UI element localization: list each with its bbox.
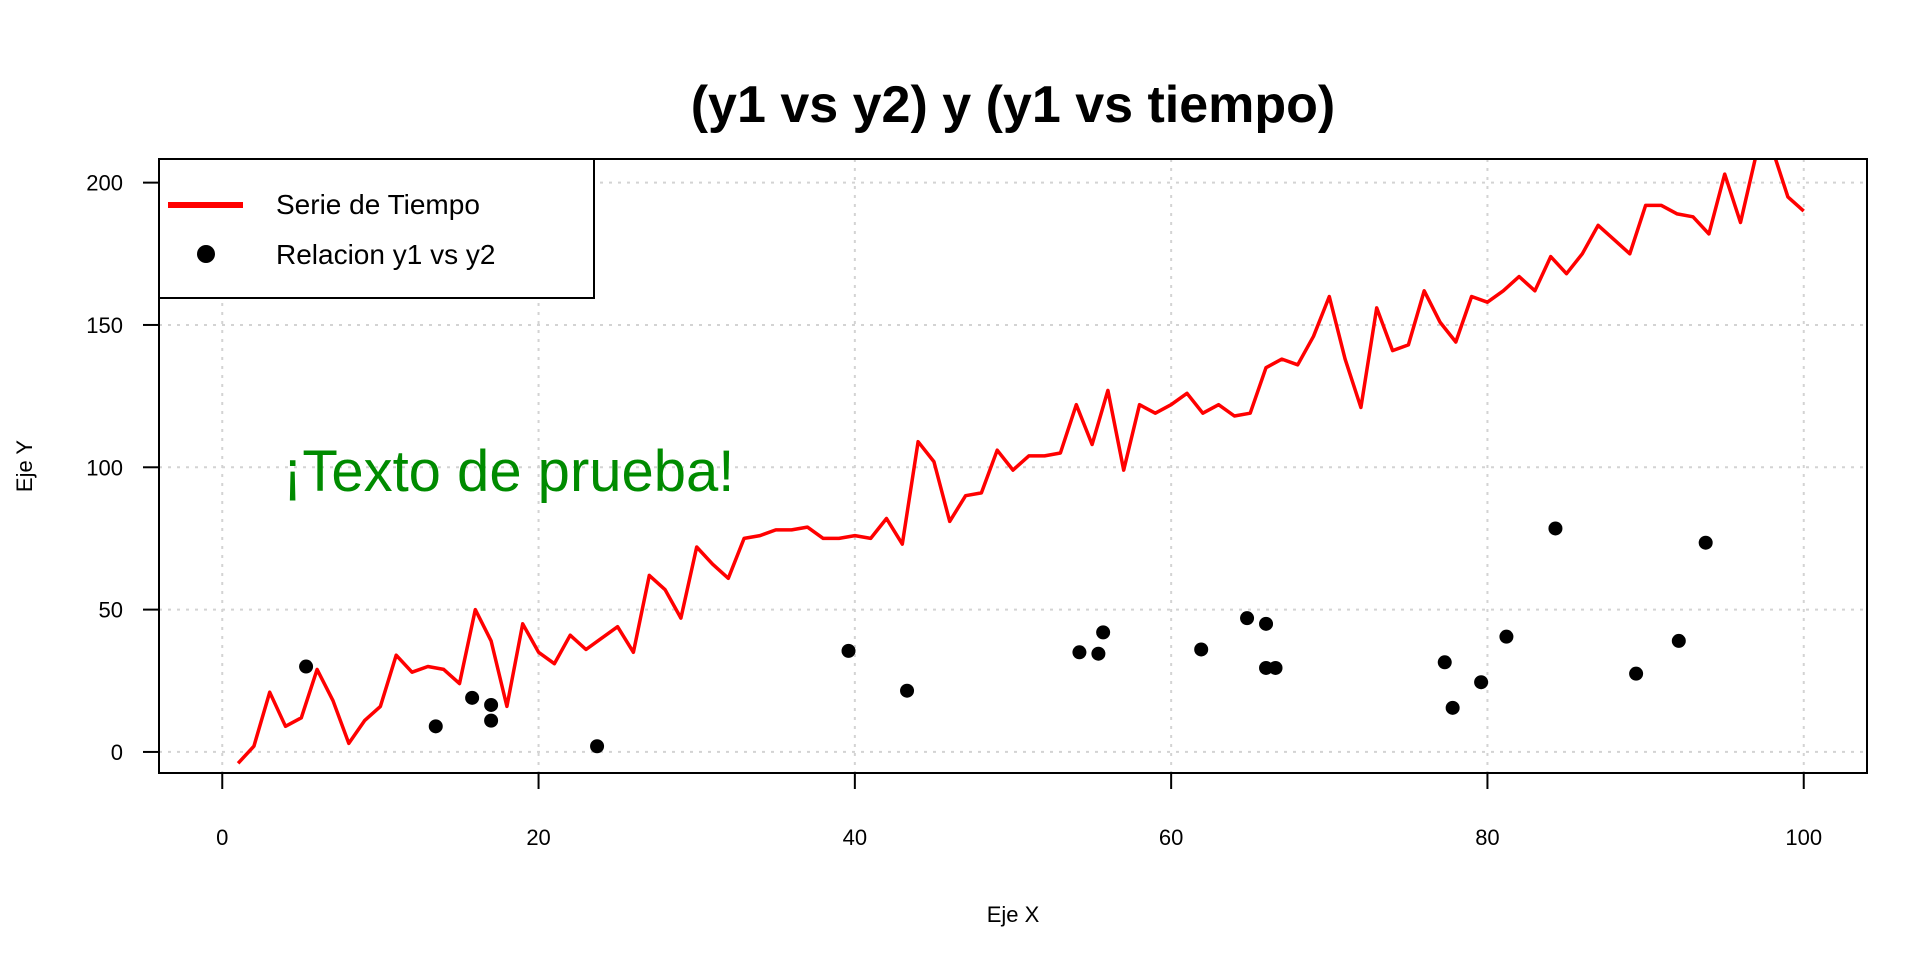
x-tick-label: 60 (1159, 825, 1183, 850)
scatter-point (1671, 633, 1686, 648)
x-tick-label: 100 (1785, 825, 1822, 850)
series-line-serie-de-tiempo (236, 159, 1805, 765)
y-axis: 0 50 100 150 200 (86, 171, 159, 765)
scatter-point (1698, 535, 1713, 550)
scatter-point (428, 719, 443, 734)
legend: Serie de Tiempo Relacion y1 vs y2 (158, 158, 595, 299)
x-axis: 0 20 40 60 80 100 (216, 773, 1822, 850)
y-tick-label: 150 (86, 313, 123, 338)
scatter-point (1629, 666, 1644, 681)
x-tick-label: 20 (526, 825, 550, 850)
scatter-point (1091, 646, 1106, 661)
grid (159, 159, 1867, 773)
y-tick-label: 0 (111, 740, 123, 765)
x-axis-label: Eje X (987, 902, 1040, 927)
scatter-point (1474, 675, 1489, 690)
y-tick-label: 200 (86, 171, 123, 196)
scatter-point (841, 643, 856, 658)
scatter-point (1445, 700, 1460, 715)
x-tick-label: 0 (216, 825, 228, 850)
x-tick-label: 40 (843, 825, 867, 850)
plot-area (236, 159, 1805, 765)
scatter-point (590, 739, 605, 754)
legend-label-serie: Serie de Tiempo (276, 189, 480, 220)
y-tick-label: 100 (86, 455, 123, 480)
scatter-point (1072, 645, 1087, 660)
scatter-point (1548, 521, 1563, 536)
chart-title: (y1 vs y2) y (y1 vs tiempo) (691, 76, 1336, 134)
scatter-point (484, 697, 499, 712)
scatter-point (900, 683, 915, 698)
scatter-point (465, 690, 480, 705)
scatter-point (1437, 655, 1452, 670)
x-tick-label: 80 (1475, 825, 1499, 850)
scatter-point (1240, 611, 1255, 626)
y-axis-label: Eje Y (12, 440, 37, 493)
scatter-point (1268, 660, 1283, 675)
scatter-point (484, 713, 499, 728)
legend-box (158, 158, 595, 299)
y-tick-label: 50 (99, 598, 123, 623)
scatter-point (1096, 625, 1111, 640)
legend-point-swatch (197, 245, 215, 263)
scatter-point (1259, 616, 1274, 631)
scatter-point (1194, 642, 1209, 657)
annotation-text: ¡Texto de prueba! (283, 439, 734, 504)
legend-label-relacion: Relacion y1 vs y2 (276, 239, 495, 270)
plot-frame (158, 158, 1868, 774)
scatter-point (1499, 629, 1514, 644)
scatter-point (299, 659, 314, 674)
